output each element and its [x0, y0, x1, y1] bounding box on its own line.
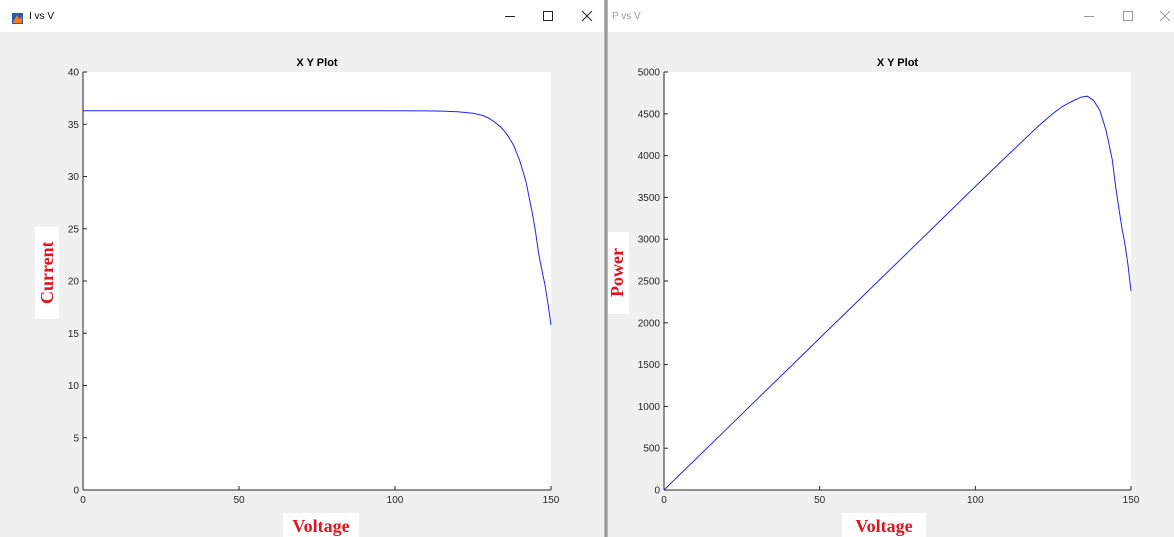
x-tick-label: 100: [967, 495, 984, 506]
x-tick-label: 50: [814, 495, 826, 506]
y-tick-label: 3000: [638, 235, 661, 246]
x-tick-label: 0: [661, 495, 667, 506]
y-tick-label: 3500: [638, 193, 661, 204]
close-button[interactable]: [580, 9, 594, 23]
matlab-figure-icon: [12, 11, 23, 24]
y-tick-label: 30: [68, 172, 80, 183]
maximize-button[interactable]: [1121, 9, 1135, 23]
power-voltage-chart: X Y Plot05001000150020002500300035004000…: [638, 57, 1140, 506]
y-tick-label: 25: [68, 224, 80, 235]
y-tick-label: 1500: [638, 360, 661, 371]
window-title: I vs V: [29, 11, 55, 22]
y-tick-label: 35: [68, 120, 80, 131]
y-tick-label: 4500: [638, 109, 661, 120]
x-tick-label: 50: [233, 495, 245, 506]
y-tick-label: 20: [68, 277, 80, 288]
window-divider: [604, 0, 608, 537]
figure-window-p-vs-v: P vs V X Y Plot 0 500 1000 1500 2000 2500 3000 3…: [608, 0, 1174, 537]
y-tick-label: 0: [73, 486, 79, 497]
minimize-button[interactable]: [1082, 9, 1096, 23]
x-tick-label: 100: [387, 495, 404, 506]
figure-window-i-vs-v: I vs V X Y Plot 0 5 10 15 20 25 30 35 40 0 50 100 150…: [0, 0, 604, 537]
x-tick-label: 150: [1123, 495, 1140, 506]
y-axis-label: Power: [608, 232, 629, 314]
y-tick-label: 15: [68, 329, 80, 340]
y-tick-label: 2000: [638, 318, 661, 329]
chart-title: X Y Plot: [296, 57, 338, 69]
maximize-button[interactable]: [541, 9, 555, 23]
chart-title: X Y Plot: [877, 57, 919, 69]
current-voltage-chart: X Y Plot 0 5 10 15 20 25 30 35 40 0 50 100 150: [68, 57, 560, 506]
y-tick-label: 4000: [638, 151, 661, 162]
x-tick-label: 0: [80, 495, 86, 506]
series-line: [663, 95, 1132, 491]
y-tick-label: 500: [643, 444, 660, 455]
title-bar[interactable]: I vs V: [0, 0, 604, 32]
title-bar[interactable]: P vs V: [608, 0, 1174, 32]
y-axis-label: Current: [35, 227, 59, 319]
x-tick-label: 150: [543, 495, 560, 506]
y-tick-label: 10: [68, 381, 80, 392]
x-axis-label: Voltage: [283, 513, 359, 537]
y-tick-label: 1000: [638, 402, 661, 413]
minimize-button[interactable]: [503, 9, 517, 23]
x-axis-label: Voltage: [842, 513, 926, 537]
y-tick-label: 0: [654, 486, 660, 497]
y-tick-label: 40: [68, 68, 80, 79]
window-title: P vs V: [612, 11, 641, 22]
close-button[interactable]: [1158, 9, 1172, 23]
y-tick-label: 5: [73, 433, 79, 444]
y-tick-label: 5000: [638, 68, 661, 79]
series-line: [83, 110, 552, 325]
y-tick-label: 2500: [638, 277, 661, 288]
plot-area: [664, 72, 1131, 490]
plot-area: [83, 72, 551, 490]
